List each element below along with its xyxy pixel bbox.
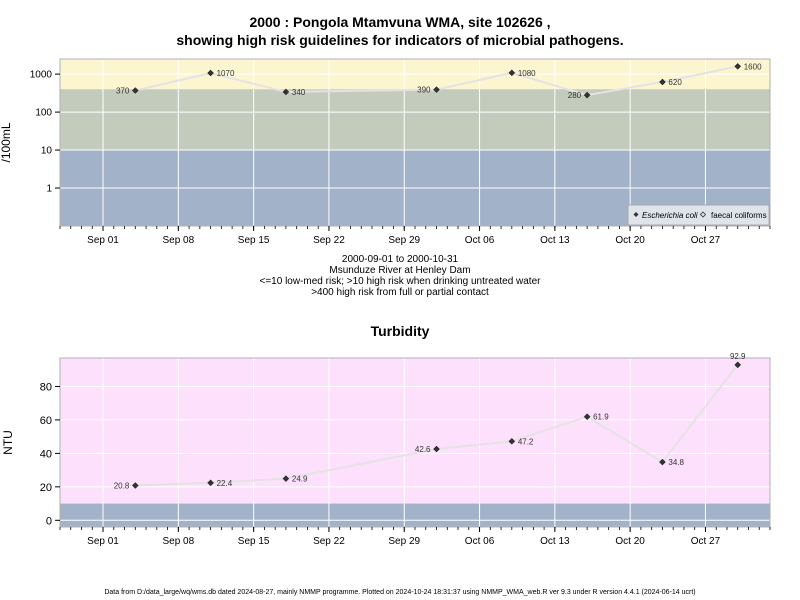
chart1-band-high-drinking-risk [60, 89, 770, 151]
chart2-data-label: 92.9 [730, 352, 746, 361]
chart2-y-axis-label: NTU [1, 430, 15, 455]
chart1-data-label: 1070 [217, 69, 235, 78]
chart2-x-tick-label: Oct 13 [540, 536, 570, 547]
chart2-data-point [659, 458, 666, 466]
chart1-subtitle-3: <=10 low-med risk; >10 high risk when dr… [259, 276, 541, 287]
chart2-data-point [207, 479, 214, 487]
chart1-legend-ecoli-label: Escherichia coli [642, 211, 698, 220]
chart2-band-above-threshold [60, 358, 770, 504]
chart1-subtitle-1: 2000-09-01 to 2000-10-31 [341, 254, 459, 265]
chart1-y-axis-label: /100mL [0, 122, 13, 162]
chart1-data-point [131, 87, 139, 94]
chart1-data-point [282, 88, 290, 96]
chart2-x-tick-label: Sep 15 [238, 536, 270, 547]
chart1-data-point [583, 91, 591, 99]
chart1-x-tick-label: Sep 15 [238, 235, 270, 246]
chart1-data-label: 620 [668, 78, 682, 87]
chart2-data-label: 24.9 [292, 475, 308, 484]
chart2-data-label: 22.4 [217, 479, 233, 488]
chart1-data-point [207, 69, 214, 77]
chart1-data-point [659, 78, 666, 86]
chart1-data-label: 1600 [744, 62, 762, 71]
chart1-x-tick-label: Sep 22 [313, 235, 345, 246]
chart2-x-tick-label: Sep 29 [388, 536, 420, 547]
chart2-band-below-threshold [60, 503, 770, 527]
chart2-data-label: 61.9 [593, 413, 609, 422]
chart1-x-tick-label: Sep 08 [162, 235, 194, 246]
chart2-x-tick-label: Oct 06 [465, 536, 495, 547]
chart1-title-line1: 2000 : Pongola Mtamvuna WMA, site 102626… [249, 14, 551, 30]
chart1-data-label: 390 [417, 86, 431, 95]
chart1-data-point [734, 63, 742, 70]
chart1-data-label: 340 [292, 88, 306, 97]
chart2-data-label: 42.6 [415, 445, 431, 454]
chart2-y-tick-label: 20 [40, 482, 52, 494]
chart1-x-tick-label: Oct 06 [465, 235, 495, 246]
chart1-data-label: 1080 [518, 69, 536, 78]
chart1-subtitle-2: Msunduze River at Henley Dam [329, 265, 471, 276]
chart1-x-tick-label: Sep 01 [87, 235, 119, 246]
chart2-y-tick-label: 80 [40, 381, 52, 393]
chart2-data-point [282, 475, 290, 482]
chart1-legend-ecoli-marker [633, 212, 639, 217]
chart2-x-tick-label: Oct 27 [691, 536, 721, 547]
chart2-x-tick-label: Sep 08 [162, 536, 194, 547]
chart1-x-tick-label: Oct 20 [615, 235, 645, 246]
chart2-x-tick-label: Sep 22 [313, 536, 345, 547]
chart1-data-point [433, 86, 440, 93]
chart1-y-tick-label: 10 [41, 146, 53, 157]
chart1-y-tick-label: 1000 [30, 70, 53, 81]
chart2-data-point [734, 361, 742, 369]
chart1-data-point [508, 69, 516, 77]
chart2-title: Turbidity [370, 323, 430, 339]
chart1-series-line [135, 65, 738, 97]
chart2-x-tick-label: Oct 20 [615, 536, 645, 547]
chart2-y-tick-label: 40 [40, 448, 52, 460]
chart1-title-line2: showing high risk guidelines for indicat… [176, 32, 624, 48]
chart1-subtitle-4: >400 high risk from full or partial cont… [311, 287, 489, 298]
chart2-data-label: 34.8 [668, 458, 684, 467]
chart2-series-line [135, 364, 739, 487]
chart1-legend-box [627, 204, 770, 226]
chart2-y-tick-label: 0 [46, 515, 52, 527]
chart2-data-label: 20.8 [114, 482, 130, 491]
chart1-data-label: 370 [116, 87, 130, 96]
chart1-x-tick-label: Sep 29 [388, 235, 420, 246]
chart1-legend-faecal-marker [699, 211, 707, 218]
chart1-y-tick-label: 100 [35, 108, 52, 119]
chart2-data-point [433, 445, 440, 453]
chart2-y-tick-label: 60 [40, 415, 52, 427]
chart2-data-point [583, 413, 591, 421]
chart2-x-tick-label: Sep 01 [87, 536, 119, 547]
chart2-data-point [508, 437, 516, 445]
chart2-data-label: 47.2 [518, 437, 534, 446]
chart2-data-point [131, 482, 139, 489]
chart1-x-tick-label: Oct 27 [691, 235, 721, 246]
chart1-legend-faecal-label: faecal coliforms [711, 211, 767, 220]
chart1-x-tick-label: Oct 13 [540, 235, 570, 246]
chart1-y-tick-label: 1 [46, 184, 52, 195]
chart1-data-label: 280 [568, 91, 582, 100]
footer-note: Data from D:/data_large/wq/wms.db dated … [104, 589, 696, 596]
